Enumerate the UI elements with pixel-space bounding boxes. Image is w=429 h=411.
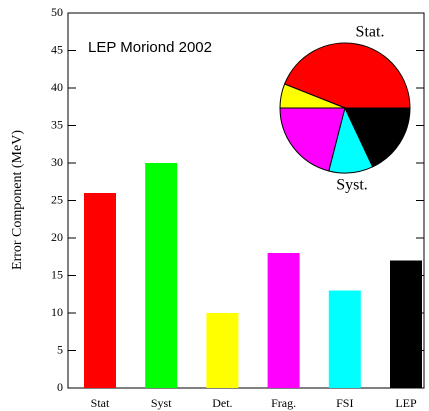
x-tick-label: Stat	[91, 396, 110, 410]
y-tick-label: 20	[51, 230, 63, 244]
bar	[145, 163, 178, 388]
pie-slice	[279, 107, 346, 172]
y-tick-label: 5	[57, 342, 63, 356]
y-axis-label: Error Component (MeV)	[10, 130, 25, 270]
bar	[84, 193, 116, 388]
bar	[267, 253, 300, 388]
y-tick-label: 40	[51, 80, 63, 94]
bar	[328, 290, 361, 388]
y-tick-label: 10	[51, 305, 63, 319]
x-tick-label: Det.	[212, 396, 232, 410]
y-tick-label: 45	[51, 42, 63, 56]
y-tick-label: 50	[51, 5, 63, 19]
pie-slice	[344, 107, 411, 168]
x-tick-label: Frag.	[271, 396, 296, 410]
y-tick-label: 25	[51, 192, 63, 206]
y-tick-label: 15	[51, 267, 63, 281]
y-tick-label: 30	[51, 155, 63, 169]
x-tick-label: Syst	[151, 396, 172, 410]
y-tick-label: 35	[51, 117, 63, 131]
x-tick-label: LEP	[395, 396, 417, 410]
bar	[390, 260, 422, 388]
bar	[206, 313, 239, 388]
y-tick-label: 0	[57, 380, 63, 394]
pie-label: Syst.	[336, 177, 368, 194]
pie-slice	[283, 42, 411, 109]
annotation: LEP Moriond 2002	[88, 39, 212, 56]
x-tick-label: FSI	[336, 396, 353, 410]
pie-label: Stat.	[356, 24, 385, 41]
